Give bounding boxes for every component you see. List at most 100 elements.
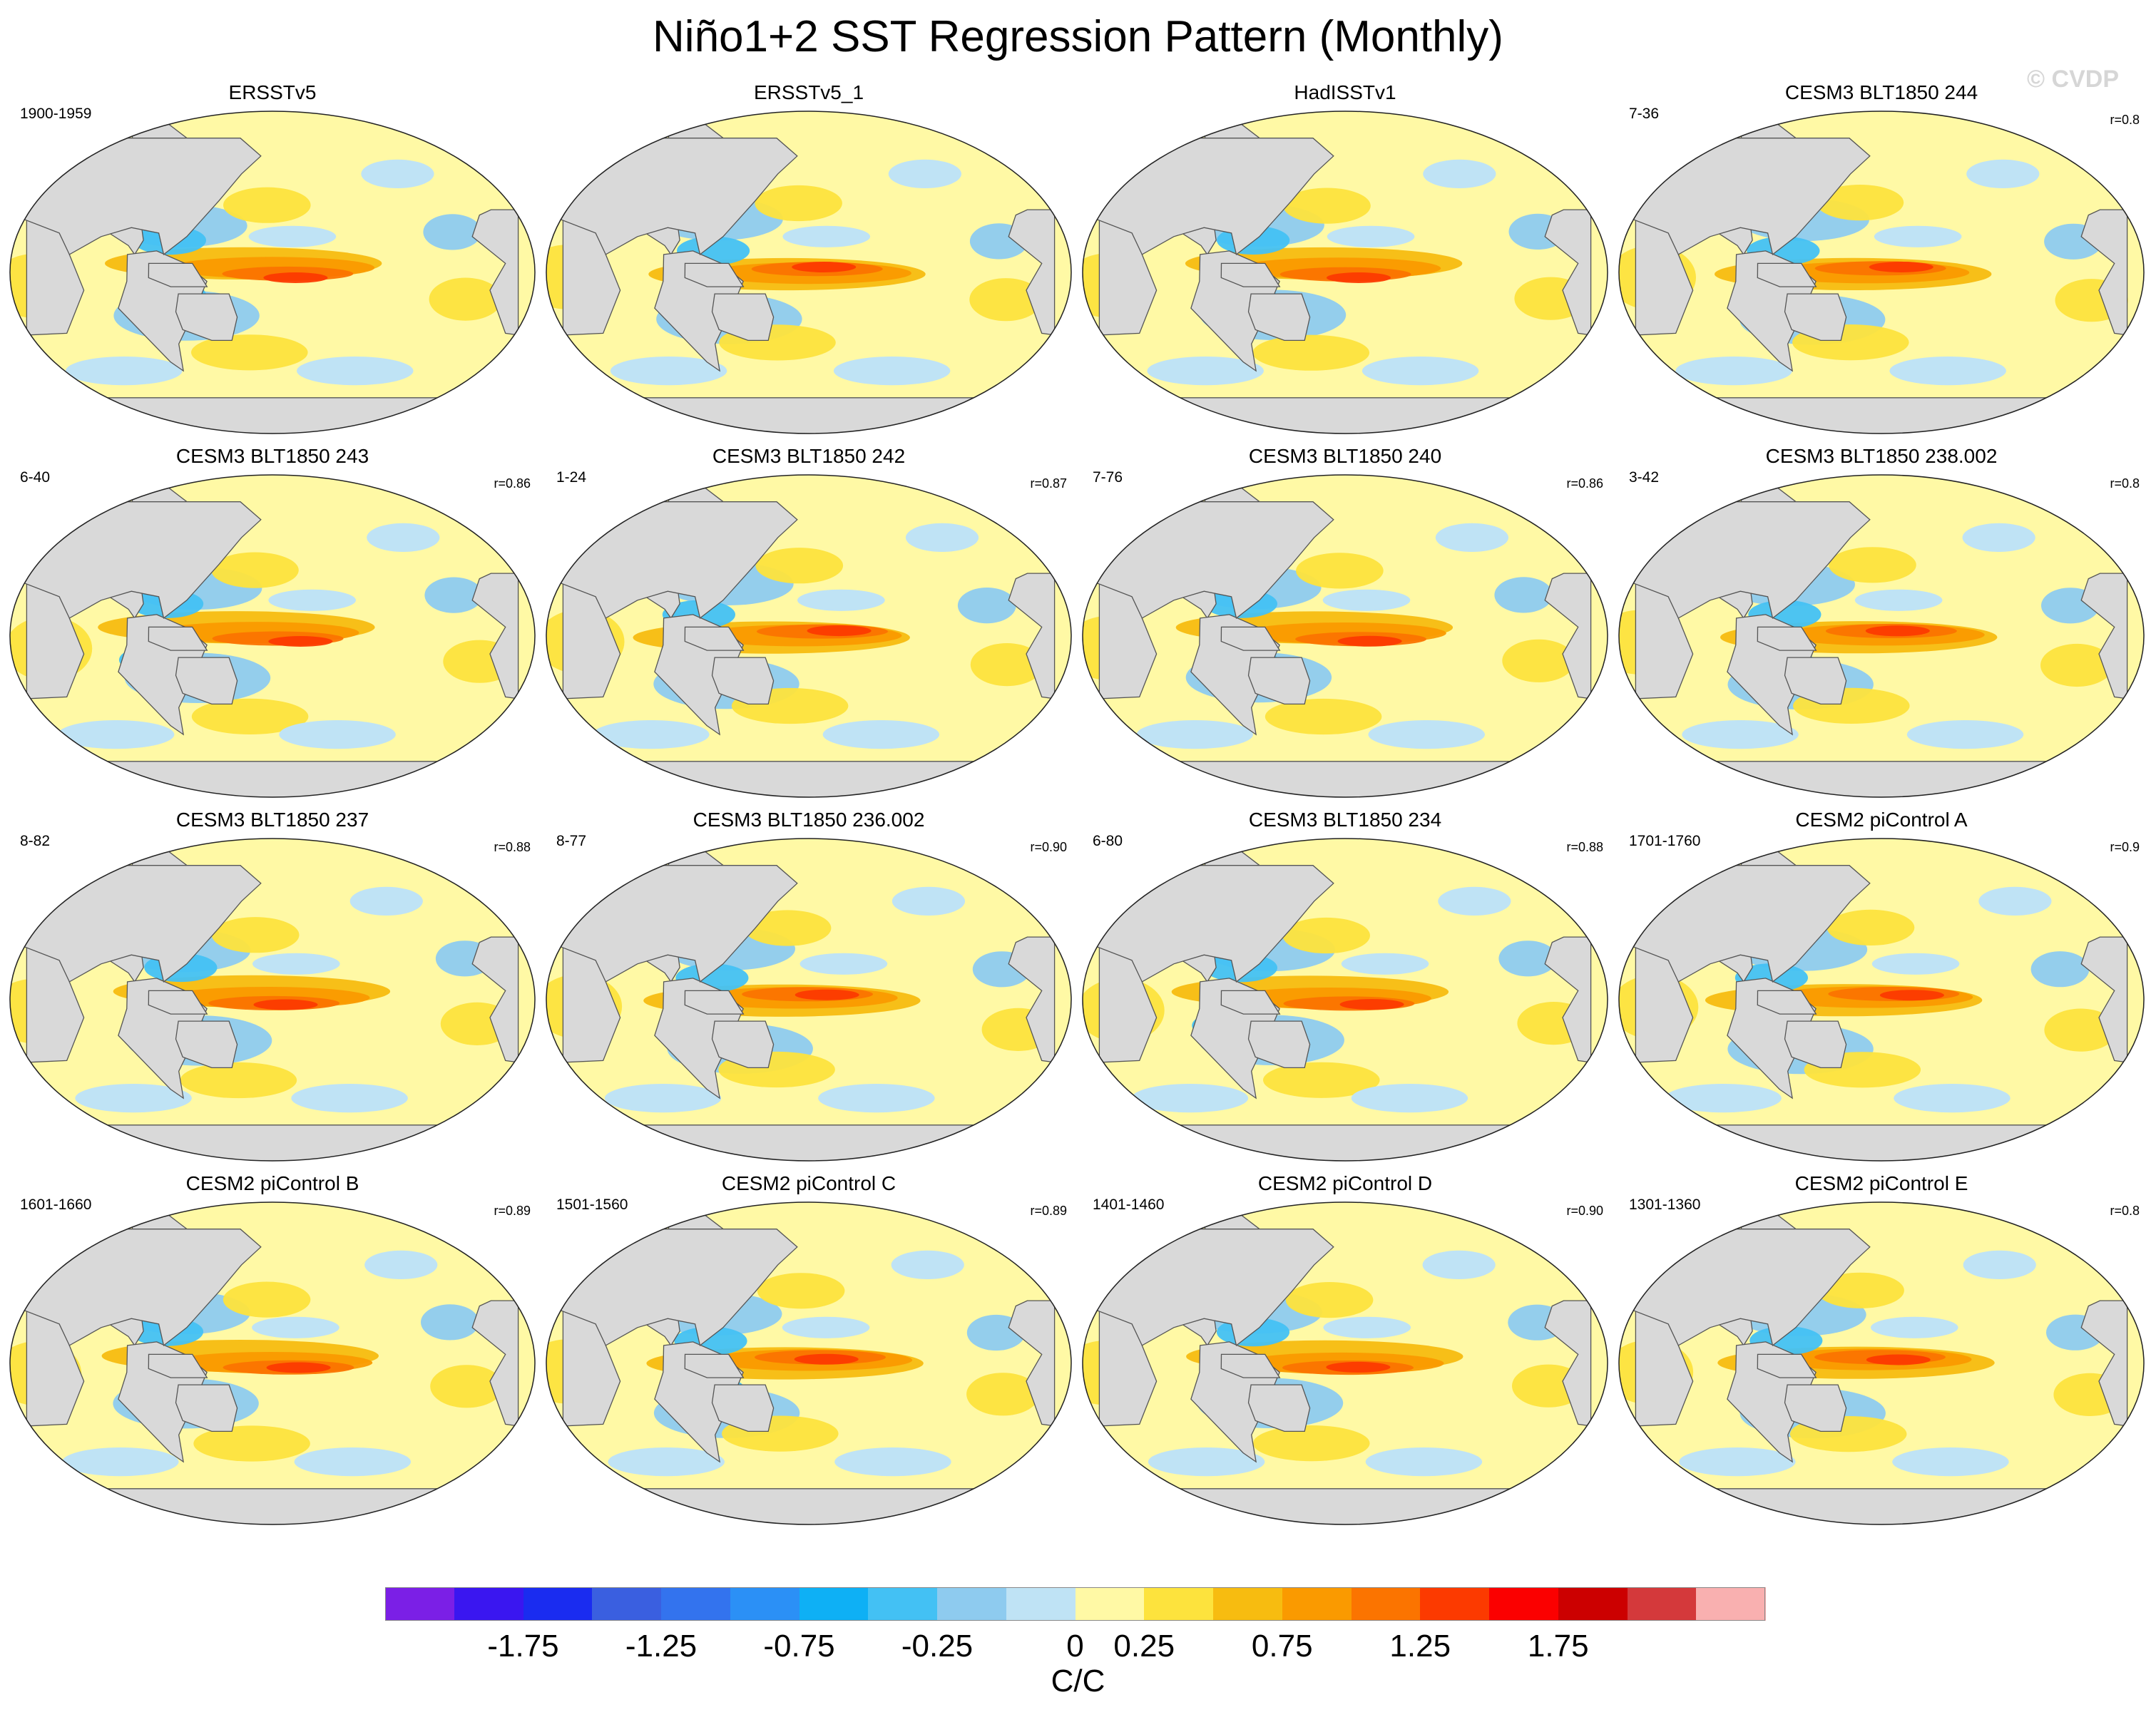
- land-polygon: [1544, 936, 1592, 1063]
- land-polygon: [21, 501, 262, 620]
- land-polygon: [1630, 501, 1871, 620]
- colorbar-box: [523, 1587, 593, 1621]
- land-polygon: [711, 293, 775, 342]
- panel-title: ERSSTv5_1: [753, 81, 864, 103]
- colorbar-box: [730, 1587, 799, 1621]
- land-polygon: [1094, 138, 1334, 256]
- colorbar-box: [799, 1587, 869, 1621]
- land-polygon: [471, 936, 519, 1063]
- colorbar-box: [1489, 1587, 1559, 1621]
- land-polygon: [1680, 761, 2083, 797]
- sst-anomaly-contour: [1282, 917, 1370, 954]
- land-polygon: [1143, 397, 1547, 434]
- land-polygon: [2080, 936, 2128, 1063]
- land-polygon: [71, 397, 474, 434]
- land-polygon: [711, 1384, 775, 1432]
- map-svg: [1618, 111, 2145, 434]
- panel-correlation: r=0.89: [494, 1204, 531, 1218]
- land-mask: [1094, 1214, 1592, 1524]
- sst-anomaly-contour: [1978, 886, 2052, 916]
- map-panel: CESM3 BLT1850 234 6-80 r=0.88: [1081, 809, 1609, 1165]
- land-polygon: [21, 865, 262, 983]
- map-panel: ERSSTv5_1: [545, 81, 1073, 438]
- sst-anomaly-contour: [75, 1084, 192, 1113]
- colorbar-box: [1351, 1587, 1421, 1621]
- sst-anomaly-contour: [1966, 159, 2040, 188]
- map-border: [9, 838, 536, 1162]
- panel-period: 7-76: [1093, 469, 1123, 486]
- land-polygon: [607, 761, 1011, 797]
- sst-anomaly-contour: [1816, 185, 1904, 221]
- sst-anomaly-contour: [1665, 1084, 1782, 1113]
- sst-anomaly-contour: [191, 698, 309, 734]
- land-polygon: [1544, 1300, 1592, 1427]
- sst-anomaly-contour: [891, 1250, 964, 1279]
- map-border: [1618, 1201, 2145, 1525]
- panel-correlation: r=0.88: [1566, 840, 1603, 854]
- land-polygon: [148, 626, 208, 651]
- sst-anomaly-contour: [743, 910, 832, 946]
- sst-anomaly-contour: [1253, 1425, 1370, 1462]
- land-polygon: [175, 1020, 238, 1069]
- panel-correlation: r=0.90: [1030, 840, 1067, 854]
- colorbar-box: [661, 1587, 731, 1621]
- sst-anomaly-contour: [62, 1447, 179, 1477]
- sst-anomaly-contour: [970, 643, 1043, 687]
- panel-correlation: r=0.89: [1030, 1204, 1067, 1218]
- panel-period: 8-77: [556, 833, 587, 849]
- panel-title: CESM3 BLT1850 236.002: [693, 809, 925, 831]
- land-polygon: [2080, 209, 2128, 336]
- sst-anomaly-contour: [1879, 990, 1944, 1001]
- sst-anomaly-contour: [268, 636, 333, 647]
- sst-anomaly-contour: [263, 272, 328, 283]
- colorbar-tick-label: -0.25: [901, 1629, 974, 1664]
- sst-anomaly-contour: [1963, 1250, 2036, 1279]
- sst-anomaly-contour: [969, 278, 1043, 322]
- sst-anomaly-contour: [1337, 635, 1402, 647]
- map-panel: CESM3 BLT1850 244 7-36 r=0.8: [1618, 81, 2145, 438]
- sst-anomaly-contour: [421, 1304, 479, 1341]
- sst-anomaly-contour: [1368, 720, 1486, 749]
- sst-anomaly-contour: [223, 1281, 311, 1318]
- panel-period: 7-36: [1629, 106, 1660, 122]
- land-polygon: [1247, 657, 1311, 705]
- map-panel: CESM3 BLT1850 237 8-82 r=0.88: [9, 809, 536, 1165]
- map-svg: [9, 111, 536, 434]
- sst-anomaly-contour: [1866, 1354, 1931, 1365]
- land-polygon: [684, 626, 745, 651]
- panel-correlation: r=0.9: [2110, 840, 2140, 854]
- map-svg: [546, 1201, 1072, 1525]
- land-polygon: [1757, 990, 1817, 1015]
- colorbar-tick-label: -1.25: [625, 1629, 698, 1664]
- colorbar-box: [868, 1587, 938, 1621]
- land-polygon: [1143, 761, 1547, 797]
- land-polygon: [21, 138, 262, 256]
- panel-period: 1601-1660: [20, 1196, 92, 1213]
- map-svg: [1618, 474, 2145, 798]
- sst-anomaly-contour: [957, 588, 1016, 624]
- land-polygon: [1784, 293, 1847, 342]
- map-panel: CESM2 piControl A 1701-1760 r=0.9: [1618, 809, 2145, 1165]
- land-polygon: [1784, 1384, 1847, 1432]
- land-polygon: [1247, 1384, 1311, 1432]
- panel-title: CESM3 BLT1850 238.002: [1765, 445, 1998, 467]
- panel-title: HadISSTv1: [1294, 81, 1396, 103]
- map-panel: HadISSTv1: [1081, 81, 1609, 438]
- panel-correlation: r=0.88: [494, 840, 531, 854]
- sst-anomaly-contour: [1889, 357, 2006, 386]
- land-mask: [1094, 123, 1592, 434]
- map-svg: [1082, 838, 1608, 1162]
- land-polygon: [2080, 573, 2128, 699]
- land-polygon: [1680, 1488, 2083, 1524]
- land-polygon: [1143, 1124, 1547, 1161]
- sst-anomaly-contour: [755, 548, 844, 584]
- panel-title: CESM2 piControl D: [1257, 1172, 1433, 1194]
- land-polygon: [1220, 626, 1281, 651]
- sst-anomaly-contour: [211, 917, 300, 953]
- land-polygon: [1247, 293, 1311, 342]
- sst-anomaly-contour: [361, 159, 434, 188]
- panel-period: 1301-1360: [1629, 1196, 1701, 1213]
- colorbar-box: [1558, 1587, 1628, 1621]
- sst-anomaly-contour: [1296, 553, 1384, 589]
- land-polygon: [2080, 1300, 2128, 1427]
